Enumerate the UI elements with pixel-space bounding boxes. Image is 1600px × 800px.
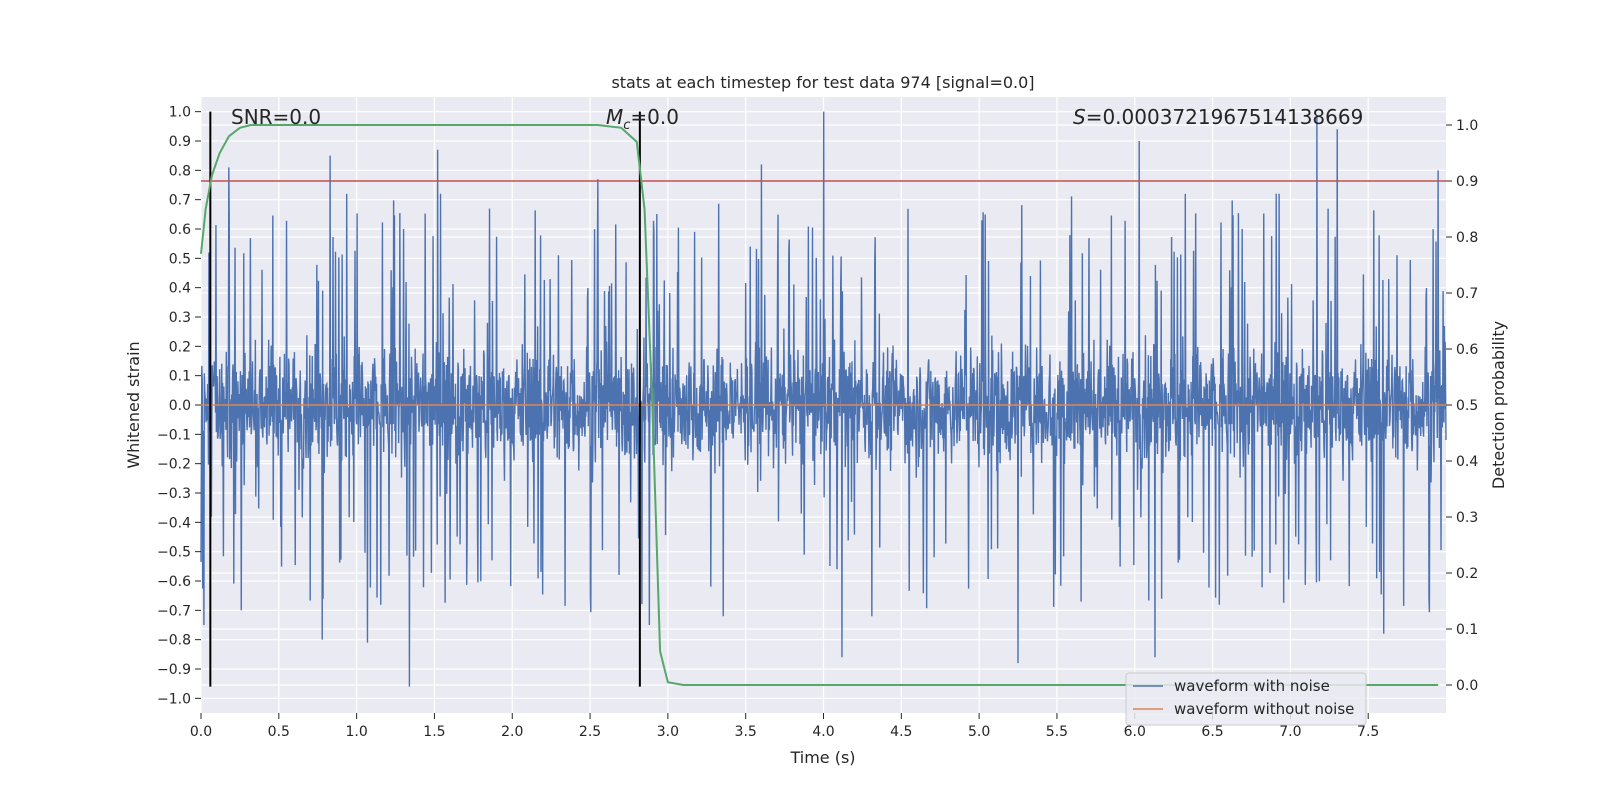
y-tick-label: 0.3 <box>169 310 191 326</box>
x-tick-label: 2.5 <box>579 724 601 740</box>
y2-tick-label: 0.0 <box>1456 678 1478 694</box>
x-tick-label: 7.5 <box>1357 724 1379 740</box>
snr-annotation: SNR=0.0 <box>231 105 321 129</box>
mc-subscript: c <box>623 118 630 133</box>
x-tick-label: 7.0 <box>1279 724 1301 740</box>
y2-tick-label: 0.2 <box>1456 566 1478 582</box>
y-tick-label: 0.5 <box>169 251 191 267</box>
x-tick-label: 6.5 <box>1201 724 1223 740</box>
x-tick-label: 2.0 <box>501 724 523 740</box>
x-tick-label: 0.0 <box>190 724 212 740</box>
y-tick-label: 0.1 <box>169 369 191 385</box>
mc-symbol: M <box>606 105 623 129</box>
y-tick-label: −1.0 <box>157 691 191 707</box>
y-tick-label: −0.2 <box>157 457 191 473</box>
y2-axis-label: Detection probability <box>1489 321 1508 489</box>
x-tick-label: 4.0 <box>812 724 834 740</box>
y2-tick-label: 0.1 <box>1456 622 1478 638</box>
y2-tick-label: 0.7 <box>1456 286 1478 302</box>
y-tick-label: −0.9 <box>157 662 191 678</box>
y2-tick-label: 0.8 <box>1456 230 1478 246</box>
y-tick-label: 0.7 <box>169 193 191 209</box>
y-tick-label: 0.2 <box>169 339 191 355</box>
y-tick-label: −0.5 <box>157 545 191 561</box>
x-tick-label: 5.0 <box>968 724 990 740</box>
y-tick-label: −0.3 <box>157 486 191 502</box>
y-tick-label: −0.8 <box>157 633 191 649</box>
y2-tick-label: 0.6 <box>1456 342 1478 358</box>
x-tick-label: 1.5 <box>423 724 445 740</box>
y-tick-label: −0.7 <box>157 603 191 619</box>
x-axis: 0.0 0.5 1.0 1.5 2.0 2.5 3.0 3.5 4.0 4.5 5.0 5.5 6.0 6… <box>190 713 1379 740</box>
legend-label-with-noise: waveform with noise <box>1174 677 1330 695</box>
y2-tick-label: 0.5 <box>1456 398 1478 414</box>
x-tick-label: 6.0 <box>1124 724 1146 740</box>
y2-tick-label: 0.3 <box>1456 510 1478 526</box>
y2-tick-label: 0.9 <box>1456 174 1478 190</box>
y-tick-label: 0.0 <box>169 398 191 414</box>
y-axis-label: Whitened strain <box>124 341 143 468</box>
legend: waveform with noise waveform without noi… <box>1125 672 1367 726</box>
legend-box <box>1125 672 1367 726</box>
s-symbol: S <box>1073 105 1086 129</box>
y2-tick-label: 0.4 <box>1456 454 1478 470</box>
y-tick-label: −0.6 <box>157 574 191 590</box>
y-tick-label: −0.4 <box>157 515 191 531</box>
s-annotation: S=0.0003721967514138669 <box>1073 105 1363 129</box>
mc-value: =0.0 <box>630 105 679 129</box>
x-tick-label: 3.0 <box>657 724 679 740</box>
y-tick-label: 0.9 <box>169 134 191 150</box>
y-tick-label: 1.0 <box>169 105 191 121</box>
series-waveform-with-noise <box>200 111 1447 687</box>
x-tick-label: 5.5 <box>1046 724 1068 740</box>
y-tick-label: 0.4 <box>169 281 191 297</box>
y-axis-left: −1.0 −0.9 −0.8 −0.7 −0.6 −0.5 −0.4 −0.3 −0.2 −0.1… <box>157 105 201 707</box>
y2-tick-label: 1.0 <box>1456 118 1478 134</box>
x-tick-label: 3.5 <box>735 724 757 740</box>
x-tick-label: 1.0 <box>345 724 367 740</box>
s-value: =0.0003721967514138669 <box>1086 105 1364 129</box>
noise-line <box>200 111 1447 687</box>
series-detection-probability <box>200 124 1439 686</box>
y-tick-label: 0.8 <box>169 163 191 179</box>
x-axis-label: Time (s) <box>789 748 855 767</box>
legend-label-without-noise: waveform without noise <box>1174 700 1354 718</box>
y-axis-right: 0.0 0.1 0.2 0.3 0.4 0.5 0.6 0.7 0.8 0.9 1.0 <box>1446 118 1478 694</box>
chart-title: stats at each timestep for test data 974… <box>611 73 1034 92</box>
mc-annotation: Mc=0.0 <box>606 105 679 133</box>
x-tick-label: 4.5 <box>890 724 912 740</box>
y-tick-label: 0.6 <box>169 222 191 238</box>
y-tick-label: −0.1 <box>157 427 191 443</box>
x-tick-label: 0.5 <box>268 724 290 740</box>
